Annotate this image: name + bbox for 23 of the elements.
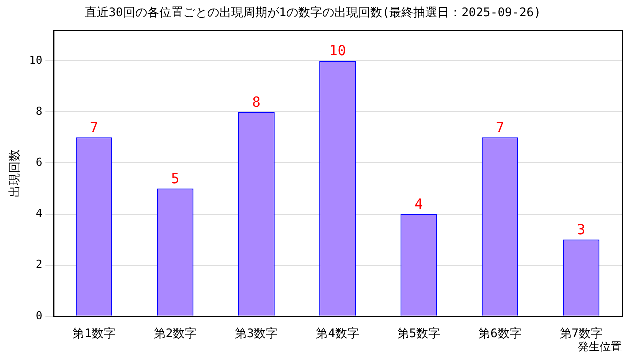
y-tick-label: 6 bbox=[36, 156, 43, 170]
y-tick-label: 10 bbox=[29, 54, 43, 67]
y-tick-label: 8 bbox=[36, 104, 43, 118]
data-label: 5 bbox=[171, 171, 180, 188]
chart-title: 直近30回の各位置ごとの出現周期が1の数字の出現回数(最終抽選日：2025-09-26) bbox=[84, 5, 542, 20]
x-tick-label: 第7数字 bbox=[560, 326, 604, 341]
data-label: 7 bbox=[90, 120, 98, 136]
x-tick-label: 第1数字 bbox=[72, 326, 116, 341]
y-axis-title: 出現回数 bbox=[7, 149, 22, 198]
data-label: 7 bbox=[496, 120, 504, 136]
data-label: 4 bbox=[414, 196, 424, 213]
y-tick-label: 2 bbox=[36, 258, 43, 272]
x-tick-label: 第6数字 bbox=[478, 326, 522, 341]
data-label: 3 bbox=[577, 222, 586, 238]
x-tick-label: 第5数字 bbox=[397, 326, 441, 341]
data-label: 10 bbox=[329, 44, 346, 60]
data-label: 8 bbox=[252, 94, 261, 111]
x-axis-title: 発生位置 bbox=[578, 340, 622, 354]
x-tick-label: 第2数字 bbox=[154, 326, 198, 341]
x-tick-label: 第4数字 bbox=[316, 326, 360, 341]
x-tick-label: 第3数字 bbox=[235, 326, 278, 341]
y-tick-label: 4 bbox=[36, 207, 44, 220]
y-tick-label: 0 bbox=[36, 309, 43, 322]
